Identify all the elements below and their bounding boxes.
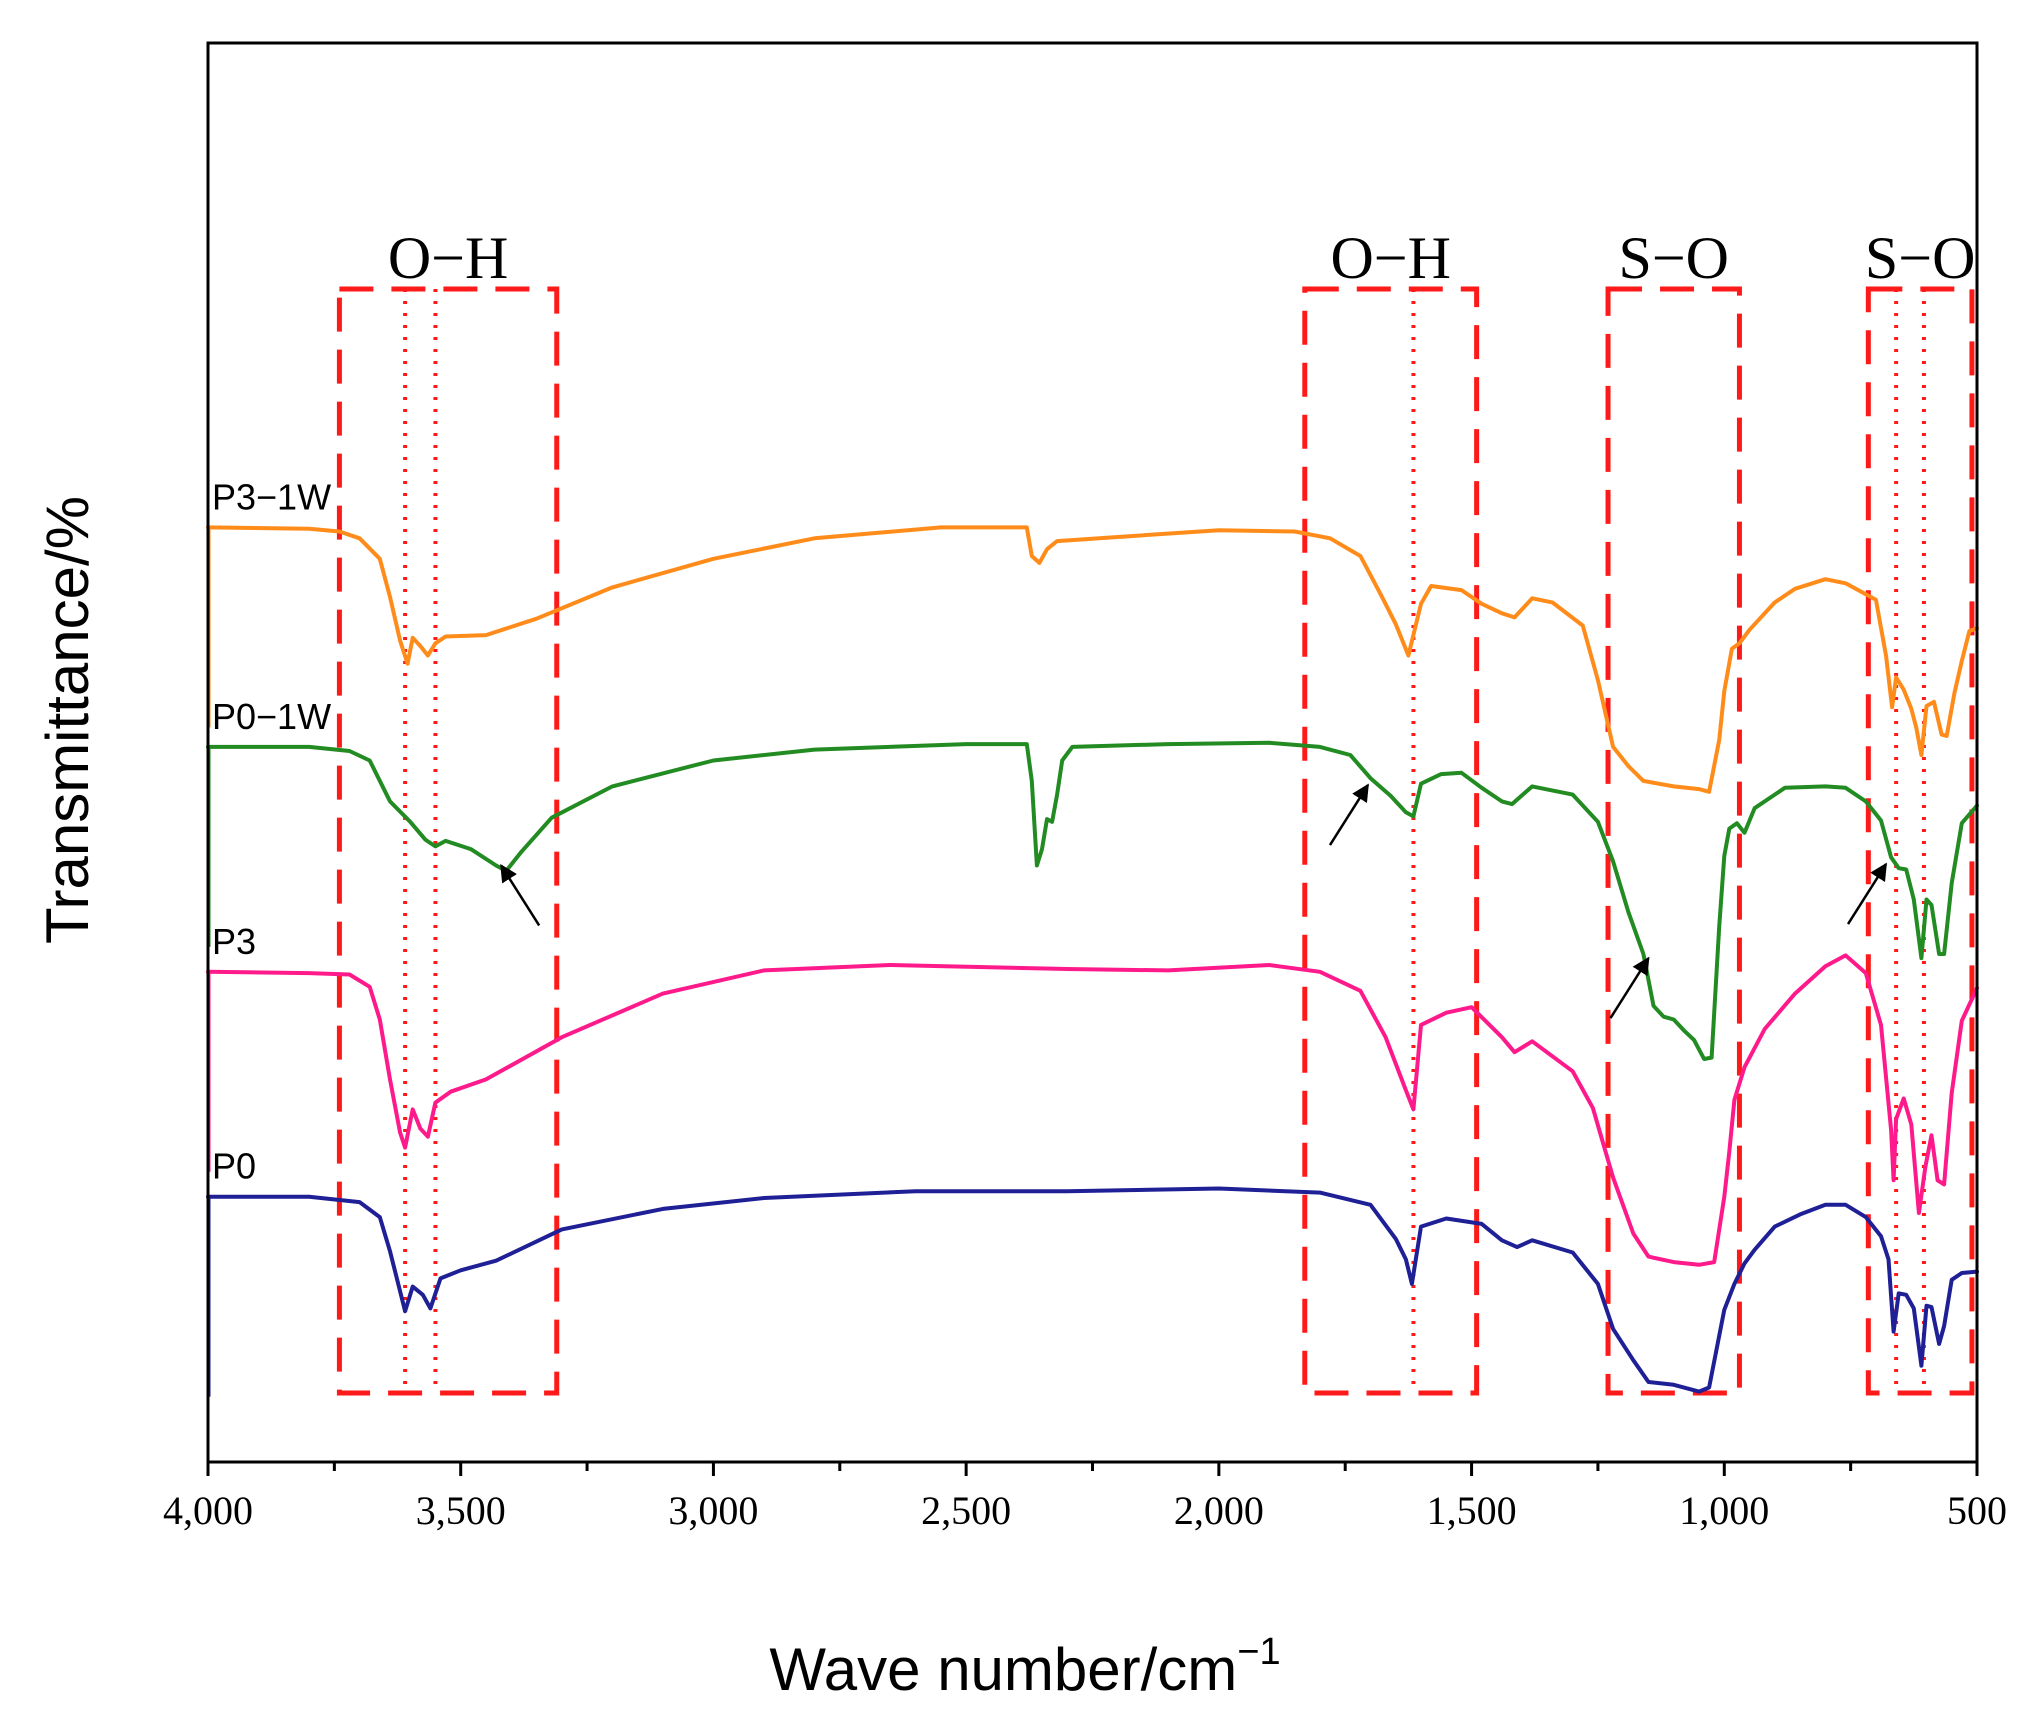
annotation-arrow-3 — [1846, 862, 1888, 925]
series-label-p0: P0 — [212, 1146, 256, 1187]
x-tick-label-500: 500 — [1947, 1488, 2007, 1533]
x-tick-label-2000: 2,000 — [1174, 1488, 1264, 1533]
x-tick-label-3000: 3,000 — [668, 1488, 758, 1533]
x-tick-label-4000: 4,000 — [163, 1488, 253, 1533]
annotation-arrow-0 — [500, 863, 541, 927]
band-label-3: S−O — [1865, 225, 1976, 291]
arrow-annotations — [500, 783, 1888, 1019]
annotation-arrow-2 — [1609, 956, 1650, 1019]
annotation-arrow-1 — [1328, 783, 1370, 846]
axes: 4,000 3,500 3,000 2,500 2,000 1,500 1,000 500 — [163, 41, 2007, 1533]
x-tick-label-1500: 1,500 — [1427, 1488, 1517, 1533]
x-tick-label-3500: 3,500 — [416, 1488, 506, 1533]
band-label-1: O−H — [1330, 225, 1451, 291]
band-box-1 — [1302, 286, 1480, 1396]
series-label-p0-1w: P0−1W — [212, 696, 331, 737]
series-line-p0 — [206, 1186, 1979, 1394]
x-axis-title-main: Wave number/cm — [769, 1636, 1237, 1703]
band-box-3 — [1865, 286, 1975, 1396]
y-axis-title: Transmittance/% — [34, 496, 101, 944]
band-box-0 — [336, 286, 560, 1396]
x-tick-label-2500: 2,500 — [921, 1488, 1011, 1533]
x-tick-label-1000: 1,000 — [1679, 1488, 1769, 1533]
series-label-p3-1w: P3−1W — [212, 476, 331, 517]
band-box-2 — [1605, 286, 1742, 1396]
band-label-0: O−H — [388, 225, 509, 291]
x-axis-title: Wave number/cm−1 — [769, 1631, 1280, 1703]
spectra-lines — [206, 525, 1979, 1397]
band-boxes: O−H O−H S−O S−O — [336, 225, 1976, 1396]
series-line-p3-1w — [206, 525, 1979, 794]
series-line-p0-1w — [206, 740, 1979, 1061]
series-labels: P3−1W P0−1W P3 P0 — [212, 476, 331, 1186]
series-label-p3: P3 — [212, 921, 256, 962]
band-label-2: S−O — [1618, 225, 1729, 291]
series-line-p3 — [206, 953, 1979, 1267]
x-axis-title-superscript: −1 — [1237, 1631, 1280, 1673]
